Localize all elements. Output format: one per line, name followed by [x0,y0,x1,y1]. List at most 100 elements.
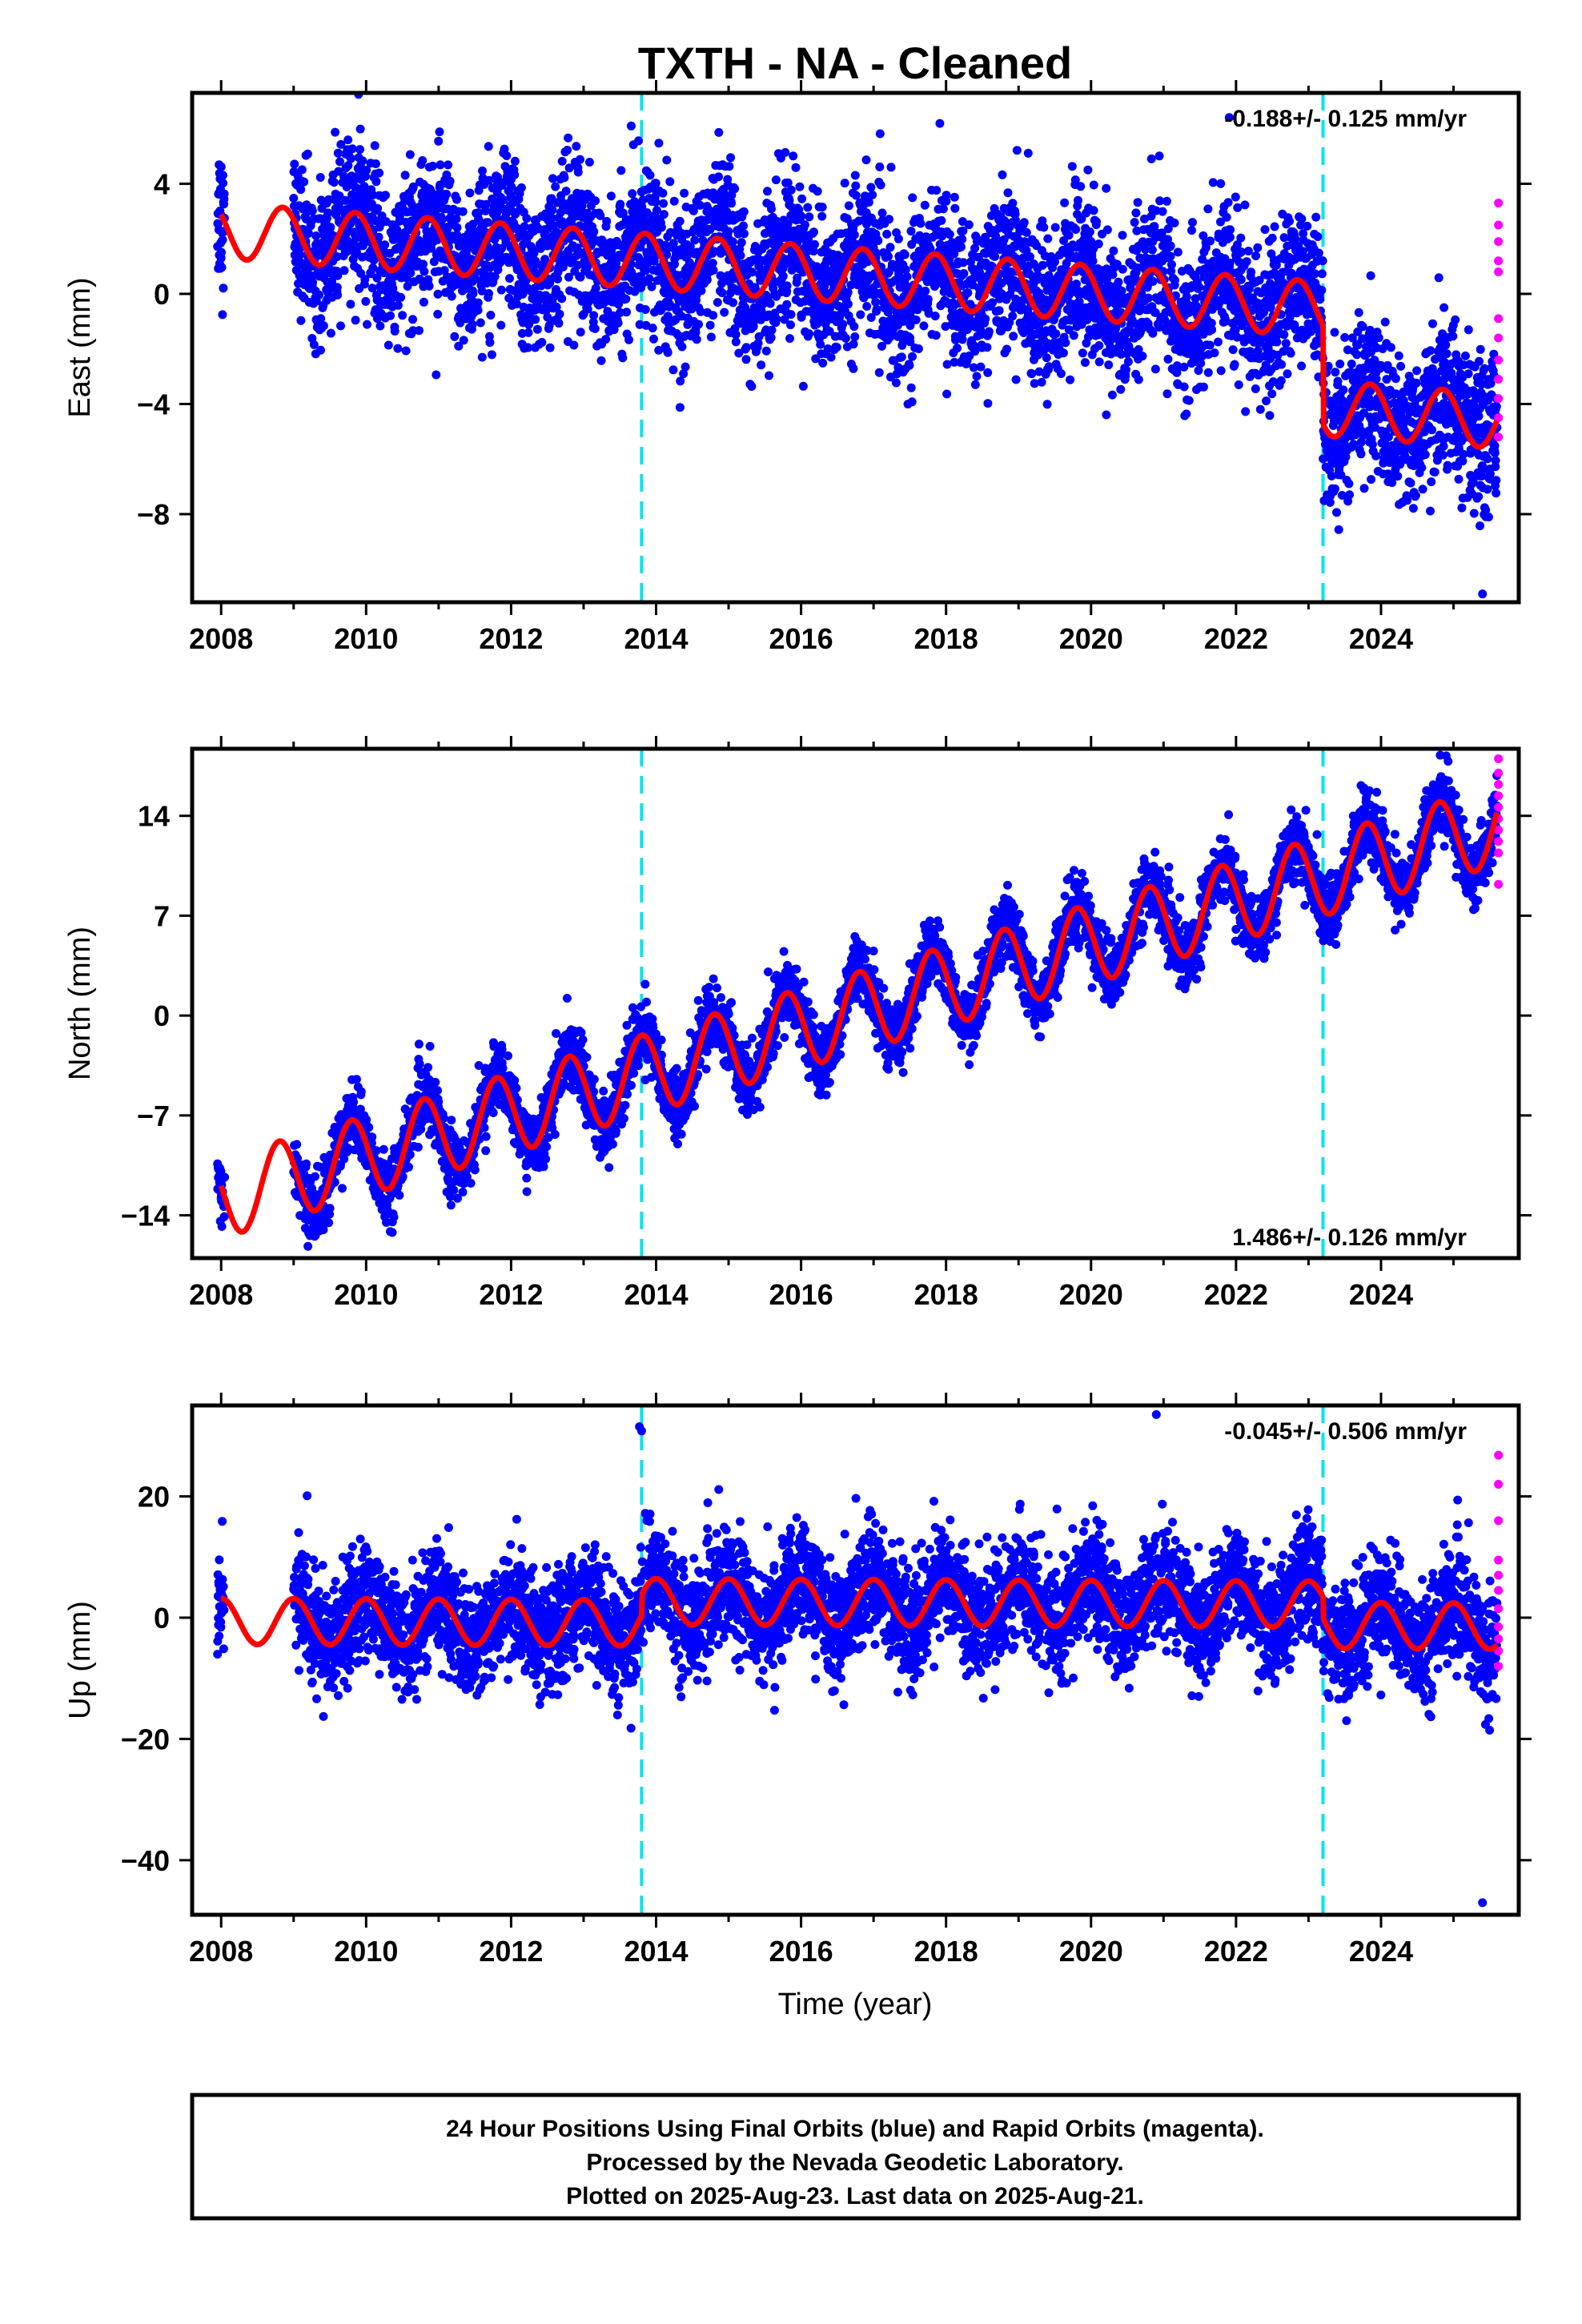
up-x-tick-label-2014: 2014 [624,1935,688,1968]
up-x-tick-label-2016: 2016 [769,1935,833,1968]
east-x-tick-label-2018: 2018 [914,622,978,655]
north-x-tick-label-2024: 2024 [1349,1278,1413,1311]
east-y-axis-label: East (mm) [63,277,97,417]
north-plot-area [213,749,1504,1258]
figure-title: TXTH - NA - Cleaned [638,38,1072,88]
north-rapid-point-0 [1494,754,1504,763]
up-rapid-point-7 [1494,1622,1504,1631]
up-plot-area [213,1405,1504,1915]
north-rapid-point-9 [1494,879,1504,889]
up-panel: 2008 2010 2012 2014 2016 2018 2020 2022 2024 20 0 −… [63,1393,1532,1968]
north-rapid-point-3 [1494,791,1504,801]
north-outlier-point-0 [1441,751,1451,761]
east-model-curve [219,204,1500,450]
up-x-tick-label-2022: 2022 [1204,1935,1268,1968]
north-x-tick-label-2022: 2022 [1204,1278,1268,1311]
up-model-curve [219,1575,1500,1652]
north-x-tick-label-2010: 2010 [334,1278,398,1311]
up-x-tick-label-2008: 2008 [189,1935,253,1968]
north-x-tick-label-2008: 2008 [189,1278,253,1311]
north-x-tick-label-2016: 2016 [769,1278,833,1311]
north-x-tick-label-2018: 2018 [914,1278,978,1311]
north-y-tick-label-3: −7 [137,1100,170,1132]
east-rapid-point-2 [1494,237,1504,247]
east-rapid-orbit-points [1494,199,1504,442]
up-y-tick-label-3: −40 [121,1844,170,1877]
east-rapid-point-6 [1494,333,1504,343]
up-x-tick-label-2010: 2010 [334,1935,398,1968]
east-y-tick-label-3: −8 [137,498,170,531]
east-y-tick-label-2: −4 [137,388,170,420]
up-y-tick-label-0: 20 [138,1481,170,1514]
up-rate-label: -0.045+/- 0.506 mm/yr [1224,1418,1467,1445]
up-rapid-point-8 [1494,1634,1504,1643]
north-y-axis-label: North (mm) [63,927,97,1080]
east-rapid-point-4 [1494,267,1504,276]
north-rapid-point-6 [1494,826,1504,835]
up-y-axis-label: Up (mm) [63,1601,97,1719]
up-x-tick-label-2024: 2024 [1349,1935,1413,1968]
east-x-tick-label-2012: 2012 [479,622,543,655]
east-x-tick-label-2010: 2010 [334,622,398,655]
east-rapid-point-7 [1494,355,1504,364]
east-y-tick-label-1: 0 [154,278,170,311]
east-rapid-point-8 [1494,375,1504,384]
north-x-tick-label-2014: 2014 [624,1278,688,1311]
up-final-orbit-points [213,1485,1502,1735]
north-panel: 2008 2010 2012 2014 2016 2018 2020 2022 2024 14 7 0… [63,736,1532,1311]
north-rapid-point-8 [1494,848,1504,858]
north-x-tick-label-2012: 2012 [479,1278,543,1311]
east-plot-area [213,93,1504,602]
east-panel: 2008 2010 2012 2014 2016 2018 2020 2022 2024 4 0 −4… [63,80,1532,655]
up-rapid-orbit-points [1494,1450,1504,1671]
east-plot-frame [190,90,1521,605]
north-x-tick-label-2020: 2020 [1059,1278,1123,1311]
north-y-tick-label-4: −14 [121,1200,170,1232]
north-model-curve [218,798,1500,1235]
north-rapid-point-4 [1494,802,1504,812]
north-rapid-point-2 [1494,780,1504,790]
east-rate-label: -0.188+/- 0.125 mm/yr [1224,106,1467,132]
up-x-tick-label-2020: 2020 [1059,1935,1123,1968]
up-x-tick-label-2018: 2018 [914,1935,978,1968]
east-rapid-point-0 [1494,199,1504,208]
up-rapid-point-1 [1494,1479,1504,1489]
east-x-tick-label-2014: 2014 [624,622,688,655]
east-x-tick-label-2016: 2016 [769,622,833,655]
east-rapid-point-3 [1494,256,1504,266]
north-y-tick-label-2: 0 [154,999,170,1032]
east-rapid-point-1 [1494,220,1504,230]
up-rapid-point-6 [1494,1604,1504,1614]
up-outlier-point-2 [1151,1409,1161,1419]
time-axis-label: Time (year) [778,1988,933,2021]
up-rapid-point-10 [1494,1662,1504,1671]
north-y-tick-label-1: 7 [154,899,170,932]
east-rapid-point-5 [1494,314,1504,324]
up-rapid-point-2 [1494,1516,1504,1526]
east-x-tick-label-2024: 2024 [1349,622,1413,655]
east-outlier-point-0 [1478,589,1488,599]
up-plot-frame [190,1403,1521,1917]
up-outlier-point-1 [636,1426,646,1436]
east-final-orbit-points [213,93,1502,534]
north-plot-frame [190,746,1521,1261]
up-rapid-point-5 [1494,1586,1504,1595]
east-y-tick-label-0: 4 [154,167,170,200]
north-rapid-point-1 [1494,768,1504,778]
north-rate-label: 1.486+/- 0.126 mm/yr [1232,1224,1467,1251]
up-rapid-point-0 [1494,1450,1504,1460]
footer-line-3: Plotted on 2025-Aug-23. Last data on 202… [566,2183,1144,2209]
up-y-tick-label-1: 0 [154,1602,170,1634]
up-rapid-point-4 [1494,1570,1504,1580]
east-rapid-point-10 [1494,413,1504,423]
east-x-tick-label-2022: 2022 [1204,622,1268,655]
north-rapid-point-7 [1494,837,1504,846]
footer-box: 24 Hour Positions Using Final Orbits (bl… [190,2093,1521,2221]
up-x-tick-label-2012: 2012 [479,1935,543,1968]
up-outlier-point-3 [1478,1898,1488,1908]
north-final-orbit-points [213,750,1502,1251]
up-y-tick-label-2: −20 [121,1723,170,1755]
up-rapid-point-3 [1494,1555,1504,1565]
footer-line-2: Processed by the Nevada Geodetic Laborat… [586,2149,1123,2176]
